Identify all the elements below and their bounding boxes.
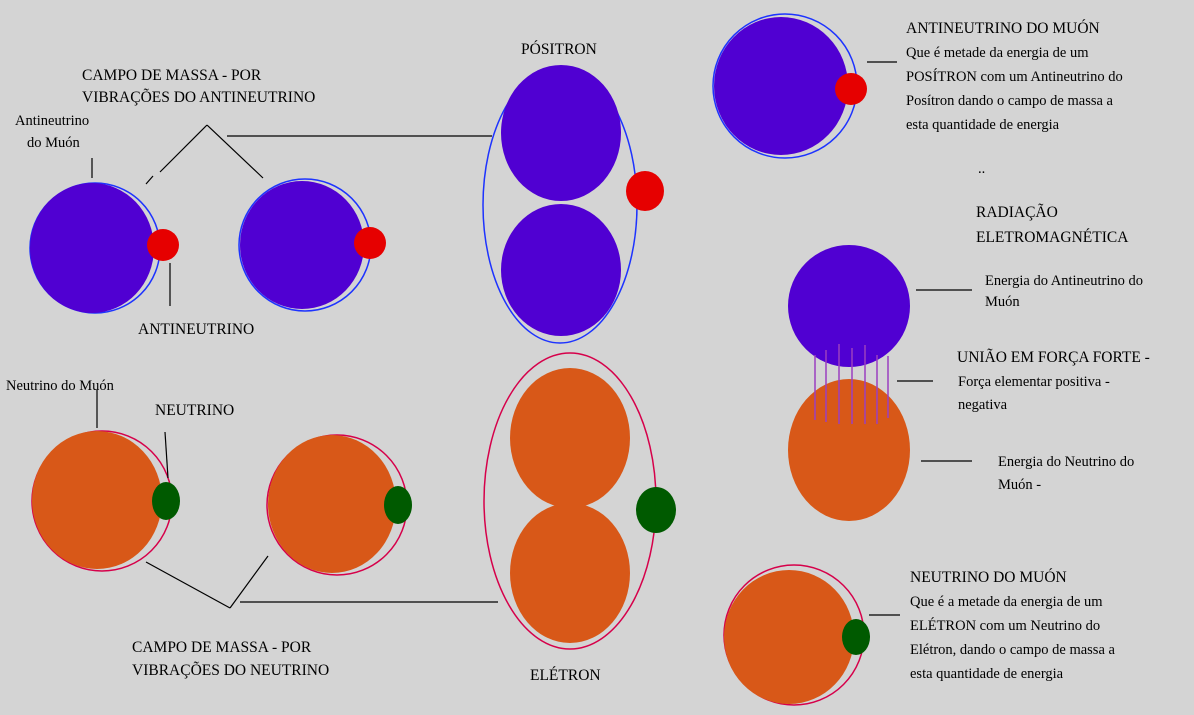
electron [483,352,676,650]
antineutrino-energy-line1: Energia do Antineutrino do [985,273,1143,289]
positron [482,65,664,344]
antineutrino-dot [626,171,664,211]
muon-antineutrino-title: ANTINEUTRINO DO MUÓN [906,20,1100,37]
energy-sphere-upper [501,65,621,201]
muon-neutrino-right [266,434,412,576]
electron-label: ELÉTRON [530,667,601,684]
radiation-line2: ELETROMAGNÉTICA [976,229,1129,246]
energy-sphere [30,183,154,313]
energy-sphere [724,570,854,704]
muon-neutrino-figure [723,564,900,706]
muon-antineutrino-desc-1: Que é metade da energia de um [906,45,1089,61]
muon-neutrino-desc-2: ELÉTRON com um Neutrino do [910,617,1100,634]
mass-field-antineutrino-line1: CAMPO DE MASSA - POR [82,67,262,84]
muon-neutrino-label: Neutrino do Muón [6,378,115,394]
muon-neutrino-title: NEUTRINO DO MUÓN [910,569,1067,586]
antineutrino-energy-line2: Muón [985,294,1020,310]
neutrino-energy-line1: Energia do Neutrino do [998,454,1134,470]
energy-sphere [240,181,364,309]
antineutrino-dot [147,229,179,261]
mass-field-neutrino-line1: CAMPO DE MASSA - POR [132,639,312,656]
connector-lines-bottom [96,390,498,609]
antineutrino-dot [835,73,867,105]
strong-union-line2: negativa [958,397,1008,413]
em-radiation-figure [788,245,972,521]
muon-neutrino-desc-3: Elétron, dando o campo de massa a [910,642,1116,658]
muon-antineutrino-desc-3: Posítron dando o campo de massa a [906,93,1114,109]
energy-sphere-lower [510,503,630,643]
energy-sphere [714,17,848,155]
neutrino-dot [636,487,676,533]
antineutrino-energy-sphere [788,245,910,367]
radiation-line1: RADIAÇÃO [976,204,1058,221]
neutrino-dot [384,486,412,524]
strong-union-line1: Força elementar positiva - [958,374,1110,390]
mass-field-antineutrino-line2: VIBRAÇÕES DO ANTINEUTRINO [82,89,315,106]
energy-sphere-upper [510,368,630,508]
strong-union-title: UNIÃO EM FORÇA FORTE - [957,349,1150,366]
muon-antineutrino-desc-2: POSÍTRON com um Antineutrino do [906,68,1123,85]
strong-force-bonds [814,344,889,424]
antineutrino-label: ANTINEUTRINO [138,321,254,338]
muon-neutrino-desc-4: esta quantidade de energia [910,666,1064,682]
muon-antineutrino-desc-4: esta quantidade de energia [906,117,1060,133]
neutrino-dot [152,482,180,520]
energy-sphere [32,431,162,569]
muon-antineutrino-figure [712,13,897,159]
muon-neutrino-left [31,430,180,572]
neutrino-dot [842,619,870,655]
muon-antineutrino-label-line2: do Muón [27,135,81,151]
muon-neutrino-desc-1: Que é a metade da energia de um [910,594,1103,610]
separator-dots: .. [978,161,985,177]
energy-sphere [268,435,396,573]
neutrino-energy-line2: Muón - [998,477,1041,493]
mass-field-neutrino-line2: VIBRAÇÕES DO NEUTRINO [132,662,329,679]
positron-label: PÓSITRON [521,41,597,58]
neutrino-label: NEUTRINO [155,402,234,419]
muon-antineutrino-right [238,178,386,312]
neutrino-energy-sphere [788,379,910,521]
muon-antineutrino-label-line1: Antineutrino [15,113,89,129]
muon-antineutrino-left [29,182,179,314]
antineutrino-dot [354,227,386,259]
connector-lines-top [91,124,492,306]
energy-sphere-lower [501,204,621,336]
